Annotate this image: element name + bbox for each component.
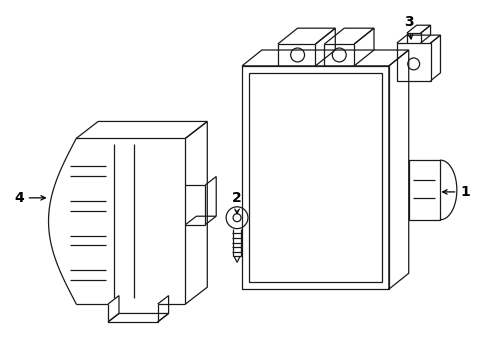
Text: 4: 4: [14, 191, 46, 205]
Text: 3: 3: [404, 15, 414, 39]
Text: 1: 1: [442, 185, 470, 199]
Text: 2: 2: [232, 191, 242, 213]
